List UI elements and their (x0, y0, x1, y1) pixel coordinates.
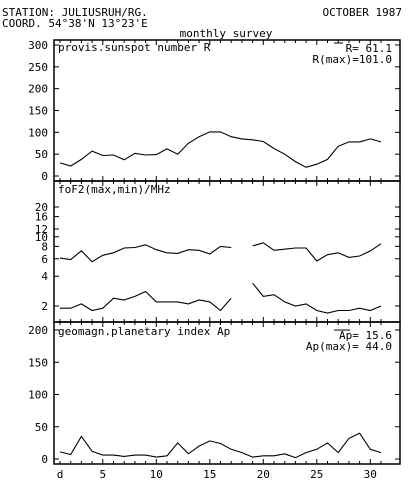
y-tick-label-fof2: 8 (41, 240, 48, 253)
x-tick-label: 10 (150, 468, 163, 480)
x-tick-label: d (57, 468, 64, 480)
series-line-fof2-1 (60, 290, 232, 312)
annotation-max-ap: Ap(max)= 44.0 (306, 340, 392, 353)
x-tick-label: 15 (203, 468, 216, 480)
y-tick-label-fof2: 6 (41, 253, 48, 266)
panel-title-sunspot: provis.sunspot number R (58, 41, 211, 54)
annotation-mean-ap: Ap= 15.6 (339, 329, 392, 342)
y-tick-label-sunspot: 250 (28, 61, 48, 74)
panel-title-ap: geomagn.planetary index Ap (58, 325, 230, 338)
x-tick-label: 30 (364, 468, 377, 480)
series-line-fof2-1 (252, 282, 382, 314)
y-tick-label-sunspot: 50 (35, 148, 48, 161)
y-tick-label-ap: 0 (41, 453, 48, 466)
y-tick-label-fof2: 4 (41, 270, 48, 283)
series-line-sunspot-0 (59, 131, 382, 168)
annotation-max-r: R(max)=101.0 (313, 53, 392, 66)
y-tick-label-sunspot: 100 (28, 126, 48, 139)
panel-frame-fof2 (53, 180, 401, 323)
y-tick-label-ap: 150 (28, 356, 48, 369)
y-tick-label-ap: 200 (28, 324, 48, 337)
y-tick-label-fof2: 12 (35, 223, 48, 236)
y-tick-label-ap: 50 (35, 421, 48, 434)
y-tick-label-fof2: 2 (41, 300, 48, 313)
y-tick-label-sunspot: 0 (41, 170, 48, 183)
series-line-ap-0 (59, 432, 382, 459)
survey-label: monthly survey (180, 27, 273, 40)
x-tick-label: 20 (257, 468, 270, 480)
y-tick-label-sunspot: 150 (28, 105, 48, 118)
panel-title-fof2: foF2(max,min)/MHz (58, 183, 171, 196)
y-tick-label-ap: 100 (28, 389, 48, 402)
panel-frame-ap (53, 321, 401, 465)
series-line-fof2-0 (252, 242, 382, 262)
y-tick-label-fof2: 16 (35, 211, 48, 224)
y-tick-label-sunspot: 300 (28, 39, 48, 52)
x-tick-label: 5 (99, 468, 106, 480)
y-tick-label-fof2: 20 (35, 201, 48, 214)
annotation-mean-r: R= 61.1 (346, 42, 392, 55)
month-label: OCTOBER 1987 (323, 6, 402, 19)
x-tick-label: 25 (310, 468, 323, 480)
y-tick-label-sunspot: 200 (28, 83, 48, 96)
coord-label: COORD. 54°38'N 13°23'E (2, 17, 148, 30)
series-line-fof2-0 (59, 244, 232, 263)
y-tick-label-fof2: 10 (35, 231, 48, 244)
station-label: STATION: JULIUSRUH/RG. (2, 6, 148, 19)
